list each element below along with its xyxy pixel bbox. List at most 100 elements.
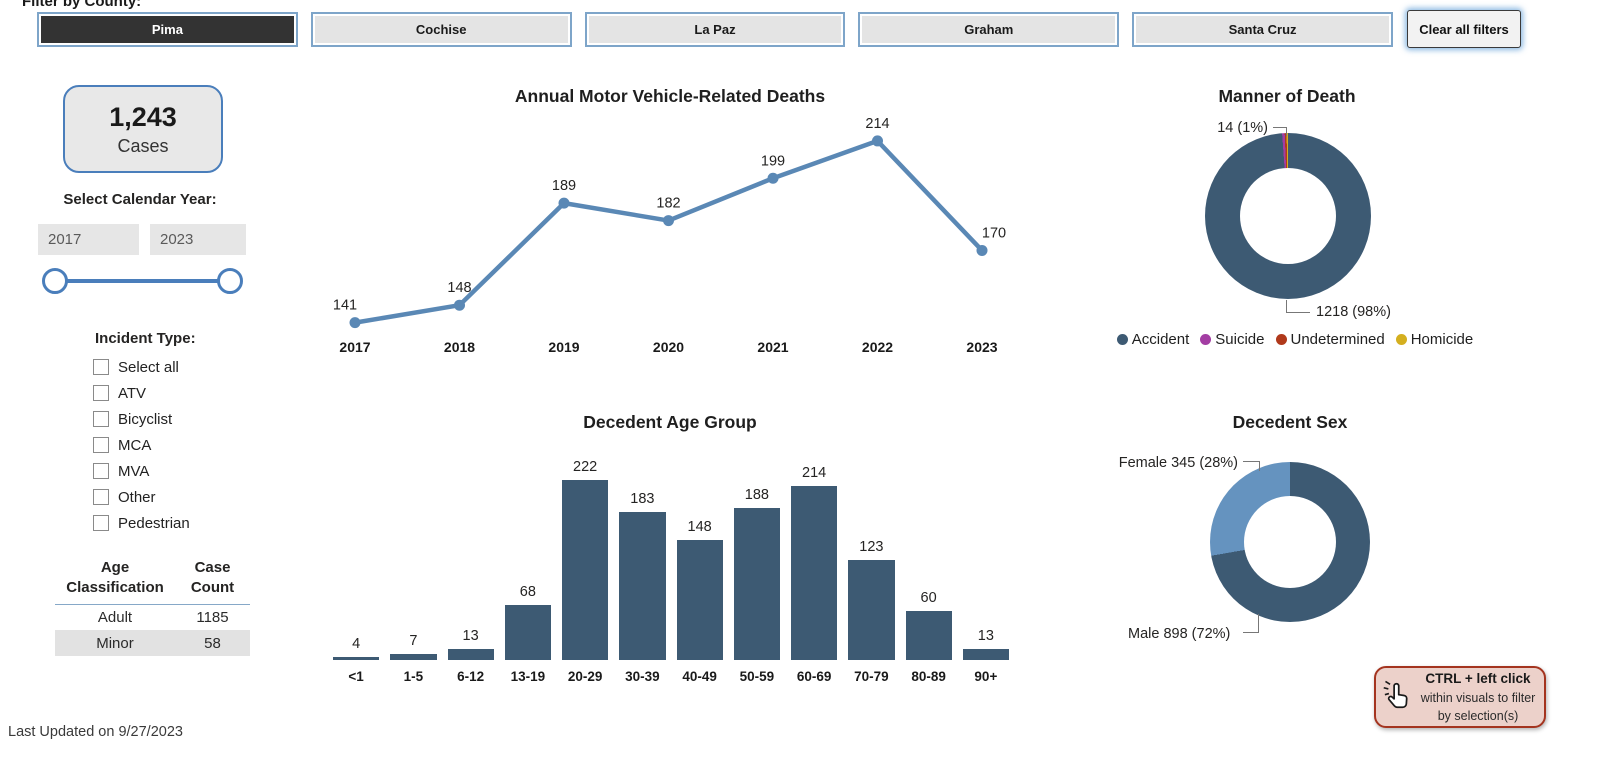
checkbox-label: MCA [118, 436, 152, 454]
bar-13-19[interactable] [504, 605, 551, 660]
bar-value-label: 60 [920, 590, 937, 606]
data-point-2017[interactable] [349, 317, 361, 329]
bar-6-12[interactable] [447, 649, 494, 660]
manner-small-slice-callout: 14 (1%) [1217, 120, 1268, 136]
clear-all-filters-button[interactable]: Clear all filters [1407, 10, 1521, 48]
bar-value-label: 7 [409, 633, 418, 649]
checkbox-icon[interactable] [93, 463, 109, 479]
annual-deaths-line-chart[interactable]: 141 2017 148 2018 189 2019 182 2020 199 2021 214 20… [320, 108, 1040, 363]
legend-dot-icon [1200, 334, 1212, 345]
age-table-header-count: Case Count [190, 559, 235, 597]
incident-checkbox-atv[interactable]: ATV [93, 380, 190, 406]
checkbox-icon[interactable] [93, 359, 109, 375]
checkbox-label: Bicyclist [118, 410, 173, 428]
data-point-2022[interactable] [872, 135, 883, 147]
hint-line-1: CTRL + left click [1425, 671, 1531, 687]
data-point-2019[interactable] [558, 197, 570, 209]
data-point-2018[interactable] [454, 299, 465, 311]
bar-80-89[interactable] [905, 611, 952, 660]
cases-count-value: 1,243 [109, 101, 177, 132]
bar-90+[interactable] [962, 649, 1009, 660]
age-group-chart-title: Decedent Age Group [583, 412, 757, 432]
incident-type-label: Incident Type: [95, 330, 196, 347]
bar-column-30-39: 183 30-39 [619, 448, 666, 684]
x-axis-label-2019: 2019 [548, 339, 579, 355]
cases-count-label: Cases [117, 135, 169, 156]
incident-checkbox-select-all[interactable]: Select all [93, 354, 190, 380]
age-classification-cell: Minor [96, 634, 134, 652]
bar-value-label: 68 [519, 584, 536, 600]
bar-column-1-5: 7 1-5 [390, 448, 437, 684]
legend-item-homicide[interactable]: Homicide [1395, 331, 1473, 348]
bar-column-40-49: 148 40-49 [676, 448, 723, 684]
age-table-row-minor[interactable]: Minor 58 [55, 630, 250, 656]
age-table-row-adult[interactable]: Adult 1185 [55, 604, 250, 630]
bar-<1[interactable] [333, 657, 380, 660]
data-label: 170 [982, 225, 1006, 241]
manner-of-death-legend: Accident Suicide Undetermined Homicide [1085, 331, 1505, 348]
x-axis-label-2018: 2018 [444, 339, 475, 355]
bar-70-79[interactable] [848, 560, 895, 660]
year-slider-handle-end[interactable] [217, 268, 243, 294]
manner-of-death-donut[interactable] [1205, 133, 1371, 299]
case-count-cell: 58 [204, 634, 221, 652]
bar-40-49[interactable] [676, 540, 723, 660]
decedent-sex-donut[interactable] [1210, 462, 1370, 622]
bar-column-<1: 4 <1 [333, 448, 380, 684]
data-point-2020[interactable] [663, 215, 674, 227]
county-button-cochise[interactable]: Cochise [310, 12, 572, 47]
checkbox-icon[interactable] [93, 489, 109, 505]
incident-checkbox-mca[interactable]: MCA [93, 432, 190, 458]
x-axis-label-2017: 2017 [339, 339, 370, 355]
checkbox-icon[interactable] [93, 515, 109, 531]
x-axis-label-2021: 2021 [757, 339, 788, 355]
checkbox-label: Pedestrian [118, 514, 190, 532]
year-slider-track[interactable] [55, 279, 231, 283]
checkbox-icon[interactable] [93, 385, 109, 401]
bar-20-29[interactable] [562, 480, 609, 660]
x-axis-label-2022: 2022 [862, 339, 893, 355]
bar-category-label: 60-69 [796, 669, 832, 684]
legend-label: Suicide [1215, 331, 1265, 348]
legend-item-suicide[interactable]: Suicide [1200, 331, 1265, 348]
data-point-2023[interactable] [976, 244, 988, 256]
legend-dot-icon [1116, 334, 1128, 345]
cases-summary-card: 1,243 Cases [63, 85, 223, 173]
hand-click-icon [1383, 680, 1408, 709]
bar-30-39[interactable] [619, 512, 666, 660]
incident-checkbox-other[interactable]: Other [93, 484, 190, 510]
legend-dot-icon [1395, 334, 1407, 345]
bar-value-label: 4 [352, 636, 361, 652]
bar-value-label: 188 [744, 487, 769, 503]
year-slider-handle-start[interactable] [42, 268, 68, 294]
donut-hole [1243, 495, 1337, 589]
legend-item-undetermined[interactable]: Undetermined [1275, 331, 1385, 348]
county-button-graham[interactable]: Graham [858, 12, 1120, 47]
bar-column-90+: 13 90+ [962, 448, 1009, 684]
select-calendar-year-label: Select Calendar Year: [63, 191, 217, 208]
x-axis-label-2023: 2023 [966, 339, 997, 355]
bar-category-label: 90+ [974, 669, 998, 684]
legend-label: Accident [1131, 331, 1190, 348]
line-chart-title: Annual Motor Vehicle-Related Deaths [514, 86, 826, 106]
incident-checkbox-pedestrian[interactable]: Pedestrian [93, 510, 190, 536]
hint-line-2: within visuals to filter [1420, 690, 1536, 705]
data-point-2021[interactable] [767, 172, 779, 184]
incident-checkbox-bicyclist[interactable]: Bicyclist [93, 406, 190, 432]
filter-by-county-label: Filter by County: [22, 0, 142, 10]
legend-item-accident[interactable]: Accident [1116, 331, 1190, 348]
bar-category-label: 30-39 [625, 669, 660, 684]
bar-50-59[interactable] [733, 508, 780, 660]
year-end-input[interactable]: 2023 [150, 224, 246, 255]
bar-value-label: 222 [573, 459, 598, 475]
county-button-la-paz[interactable]: La Paz [584, 12, 846, 47]
county-button-pima[interactable]: Pima [37, 12, 298, 47]
checkbox-icon[interactable] [93, 411, 109, 427]
checkbox-icon[interactable] [93, 437, 109, 453]
county-button-santa-cruz[interactable]: Santa Cruz [1132, 12, 1393, 47]
bar-60-69[interactable] [791, 486, 838, 660]
bar-1-5[interactable] [390, 654, 437, 660]
year-start-input[interactable]: 2017 [38, 224, 139, 255]
bar-category-label: <1 [348, 669, 364, 684]
incident-checkbox-mva[interactable]: MVA [93, 458, 190, 484]
